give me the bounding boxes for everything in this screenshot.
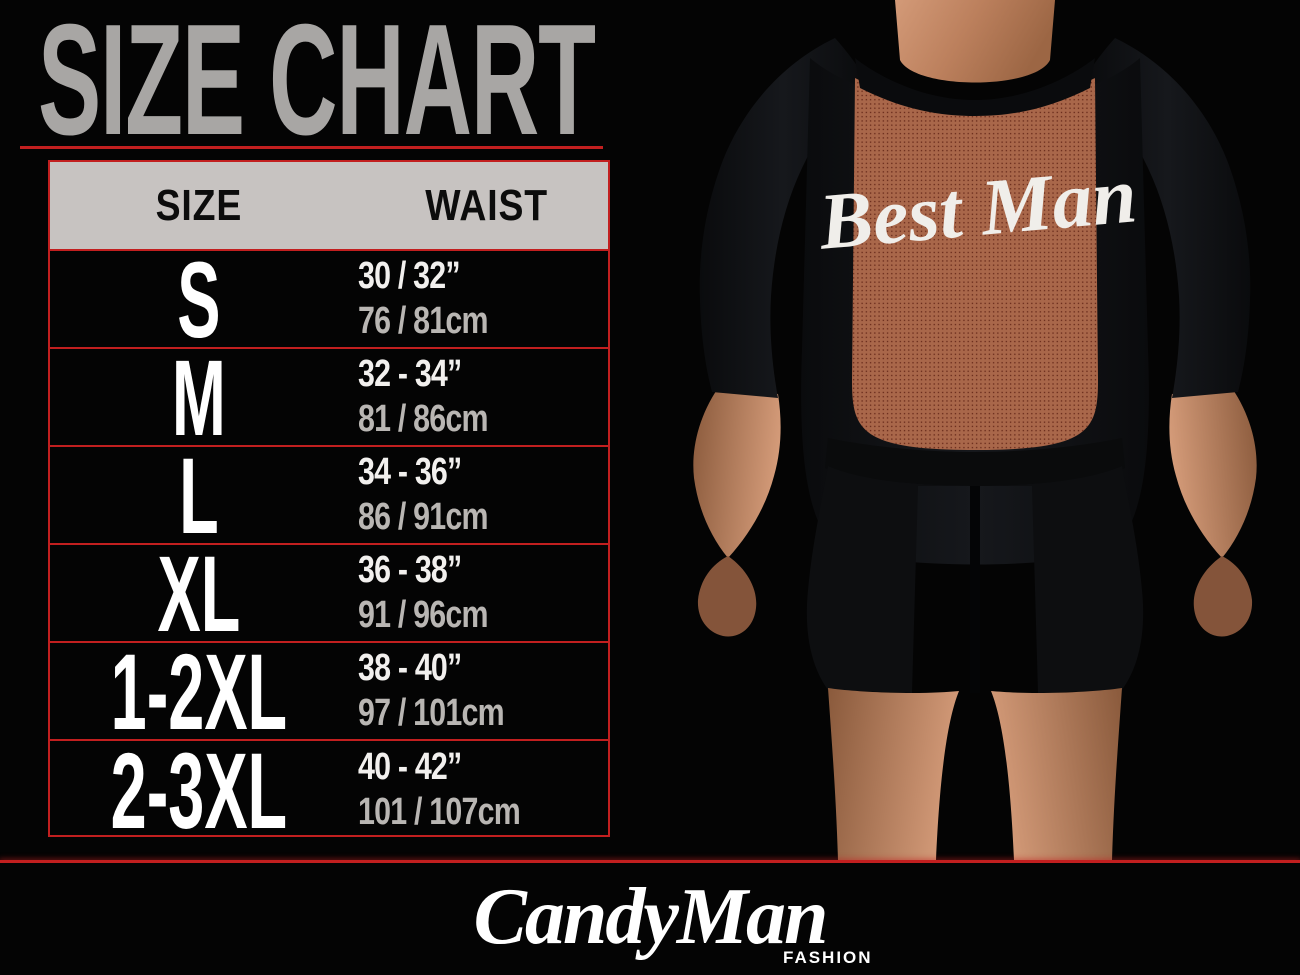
svg-text:CandyMan: CandyMan (474, 873, 827, 961)
svg-text:FASHION: FASHION (783, 948, 873, 967)
